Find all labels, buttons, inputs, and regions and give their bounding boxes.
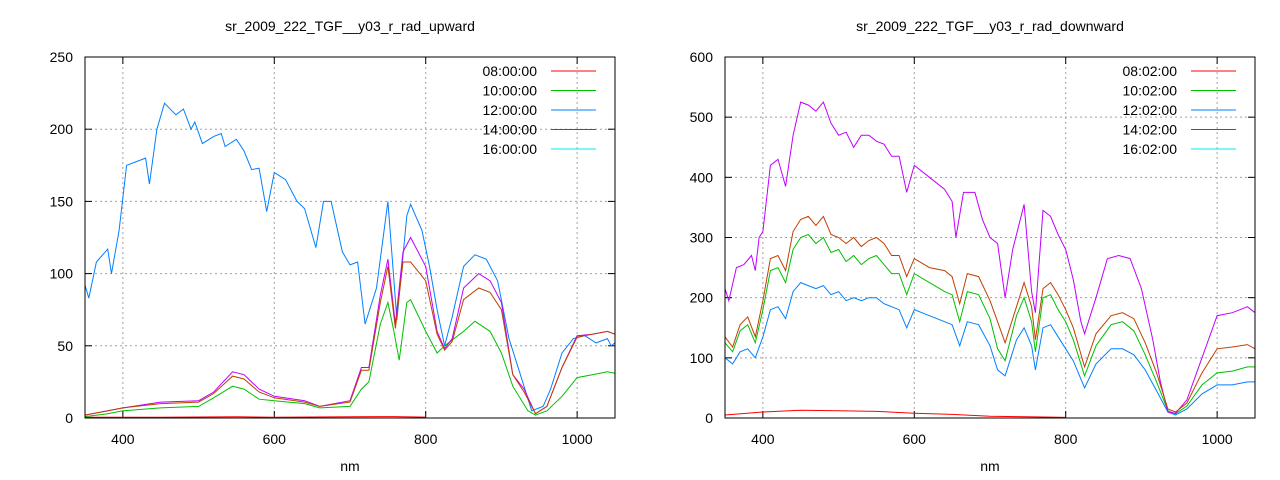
y-tick-label: 600 [690,49,714,65]
series-line-10:02:00 [724,233,1255,415]
legend-label: 08:02:00 [1123,63,1178,79]
legend-label: 14:02:00 [1123,122,1178,138]
x-tick-label: 800 [1054,431,1078,447]
upward-radiance-chart: sr_2009_222_TGF__y03_r_rad_upward 0 50 100 1… [50,18,616,474]
x-tick-label: 1000 [1202,431,1233,447]
x-tick-label: 800 [414,431,438,447]
legend-label: 08:00:00 [483,63,538,79]
y-tick-label: 50 [57,338,73,354]
y-tick-label: 100 [50,266,74,282]
x-tick-label: 400 [111,431,135,447]
x-axis-label: nm [980,458,999,474]
y-tick-label: 0 [65,410,73,426]
y-tick-label: 150 [50,193,74,209]
series-line-unlabeled [84,261,616,416]
chart-title: sr_2009_222_TGF__y03_r_rad_downward [856,18,1124,34]
legend-label: 16:02:00 [1123,141,1178,157]
legend-label: 14:00:00 [483,122,538,138]
y-tick-label: 0 [705,410,713,426]
series-line-12:00:00 [84,102,616,412]
series-line-10:00:00 [84,298,616,418]
y-tick-label: 400 [690,169,714,185]
y-tick-label: 200 [50,121,74,137]
x-axis-label: nm [340,458,359,474]
series-line-14:02:00 [724,101,1256,414]
plot-border [724,56,1256,419]
x-tick-label: 1000 [562,431,593,447]
legend-label: 12:00:00 [483,102,538,118]
x-tick-label: 600 [263,431,287,447]
downward-radiance-chart: sr_2009_222_TGF__y03_r_rad_downward 0 100 2… [690,18,1256,474]
y-tick-label: 200 [690,290,714,306]
y-tick-label: 100 [690,350,714,366]
x-tick-label: 400 [751,431,775,447]
legend-label: 10:02:00 [1123,83,1178,99]
series-line-08:00:00 [85,416,426,418]
legend-label: 16:00:00 [483,141,538,157]
y-tick-label: 300 [690,230,714,246]
chart-title: sr_2009_222_TGF__y03_r_rad_upward [225,18,475,34]
legend-label: 12:02:00 [1123,102,1178,118]
series-line-unlabeled [724,215,1256,413]
legend-label: 10:00:00 [483,83,538,99]
plot-border [84,56,616,419]
x-tick-label: 600 [903,431,927,447]
y-tick-label: 250 [50,49,74,65]
y-tick-label: 500 [690,109,714,125]
series-line-12:02:00 [724,282,1255,416]
series-line-08:02:00 [724,409,1066,418]
